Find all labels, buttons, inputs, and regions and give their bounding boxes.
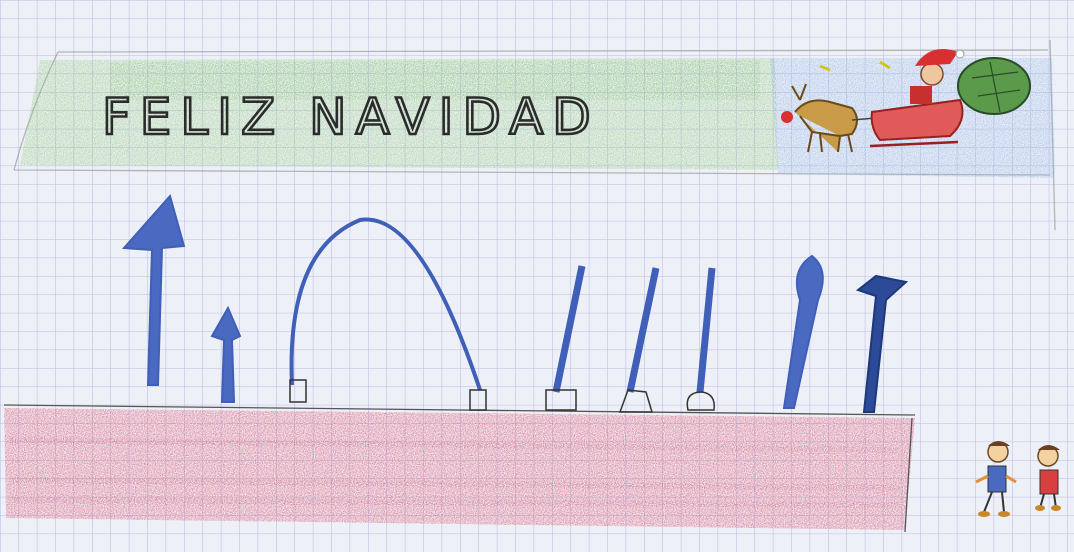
star-sparkles	[819, 60, 891, 72]
santa-sleigh-icon	[869, 49, 965, 148]
knife-utensil-2	[626, 267, 660, 393]
fork-utensil	[855, 274, 909, 413]
banner-outline	[13, 39, 1056, 231]
knife-utensil-1	[552, 265, 586, 393]
table-outline	[3, 404, 916, 533]
utensils-group	[121, 193, 909, 413]
reindeer-icon	[781, 83, 877, 153]
arrow-utensil	[121, 193, 186, 386]
arch-utensil	[289, 217, 482, 391]
table-red-fill	[4, 408, 915, 530]
spoon-utensil	[782, 254, 824, 409]
reindeer-nose	[781, 111, 793, 123]
small-arrow-utensil	[210, 305, 242, 403]
title-text: FELIZ NAVIDAD	[102, 88, 600, 146]
child-figure-icon	[975, 441, 1017, 517]
banner-green-fill	[20, 58, 778, 170]
gift-sack-icon	[957, 57, 1031, 115]
child-figure-icon	[1035, 445, 1061, 511]
knife-utensil-3	[696, 267, 716, 393]
